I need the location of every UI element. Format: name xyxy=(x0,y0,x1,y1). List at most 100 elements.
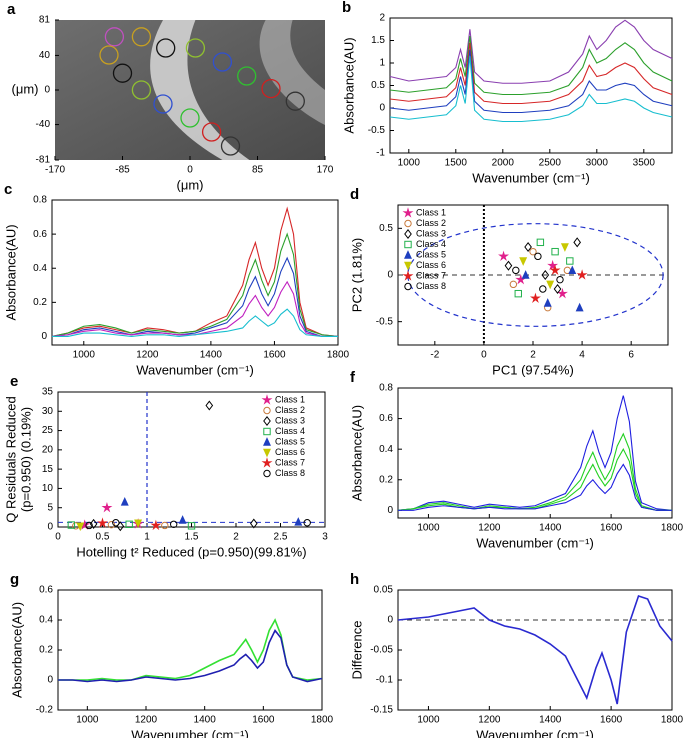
point xyxy=(560,243,569,252)
legend-label: Class 1 xyxy=(416,207,446,217)
y-tick-label: 0.5 xyxy=(379,223,393,234)
point xyxy=(551,247,559,256)
y-tick-label: 30 xyxy=(42,406,54,417)
point xyxy=(573,237,582,248)
y-tick-label: 0 xyxy=(387,615,393,626)
x-tick-label: 1200 xyxy=(135,715,158,726)
panel-letter: a xyxy=(7,1,16,18)
plot-frame xyxy=(397,387,673,519)
x-tick-label: 1000 xyxy=(76,715,99,726)
x-tick-label: 0 xyxy=(55,532,61,543)
point xyxy=(97,517,108,528)
point xyxy=(529,247,537,256)
legend-marker xyxy=(261,457,273,468)
spectrum-line xyxy=(51,206,339,338)
legend-marker xyxy=(263,469,271,478)
x-tick-label: 1200 xyxy=(136,350,159,361)
y-axis-label: Difference xyxy=(349,620,364,679)
y-tick-label: 0.4 xyxy=(33,263,47,274)
y-axis-label: PC2 (1.81%) xyxy=(349,238,364,312)
plot-frame xyxy=(389,17,673,154)
x-tick-label: 2 xyxy=(233,532,239,543)
y-tick-label: 0.6 xyxy=(379,413,393,424)
x-tick-label: 170 xyxy=(317,165,334,176)
legend-label: Class 4 xyxy=(416,239,446,249)
legend-label: Class 6 xyxy=(275,447,305,457)
y-tick-label: 0.05 xyxy=(374,585,394,596)
spectrum-line xyxy=(58,618,323,681)
roi-circle xyxy=(180,108,200,128)
point xyxy=(549,264,561,275)
point xyxy=(170,520,178,528)
legend-marker xyxy=(404,228,412,240)
x-tick-label: 1800 xyxy=(661,715,684,726)
y-tick-label: -0.05 xyxy=(370,645,393,656)
x-axis-label: Wavenumber (cm⁻¹) xyxy=(476,727,594,738)
y-tick-label: 0 xyxy=(387,505,393,516)
x-axis-label: Wavenumber (cm⁻¹) xyxy=(472,170,590,185)
point xyxy=(187,522,196,530)
y-tick-label: 0.2 xyxy=(33,297,47,308)
y-tick-label: -0.1 xyxy=(376,675,394,686)
panel-letter: g xyxy=(10,571,19,588)
y-tick-label: 25 xyxy=(42,425,54,436)
roi-circle xyxy=(131,80,152,100)
point xyxy=(85,521,93,530)
y-tick-label: 0 xyxy=(379,103,385,114)
spectrum-line xyxy=(58,629,323,683)
x-tick-label: 1600 xyxy=(600,715,623,726)
y-tick-label: 0.5 xyxy=(371,80,385,91)
y-tick-label: -0.15 xyxy=(370,705,393,716)
x-tick-label: 3500 xyxy=(633,158,656,169)
x-tick-label: 1000 xyxy=(417,523,440,534)
point xyxy=(575,302,584,312)
plot-frame xyxy=(51,199,339,346)
y-tick-label: 81 xyxy=(39,15,51,26)
x-tick-label: -85 xyxy=(115,165,130,176)
legend-marker xyxy=(404,240,412,249)
y-axis-label: (p=0.950) (0.19%) xyxy=(18,407,33,512)
y-tick-label: 0 xyxy=(47,522,53,533)
x-tick-label: 0 xyxy=(481,350,487,361)
roi-circle xyxy=(153,94,173,114)
spectrum-line xyxy=(389,19,673,84)
point xyxy=(178,515,187,524)
x-tick-label: 3000 xyxy=(586,158,609,169)
y-tick-label: 15 xyxy=(42,464,54,475)
roi-circle xyxy=(131,27,152,47)
panel-letter: h xyxy=(350,571,359,588)
x-tick-label: 1400 xyxy=(539,715,562,726)
panel-letter: f xyxy=(350,369,356,386)
point xyxy=(125,520,133,528)
point xyxy=(576,269,588,280)
y-axis-label: Q Residuals Reduced xyxy=(3,396,18,522)
point xyxy=(543,298,552,307)
legend-label: Class 2 xyxy=(416,218,446,228)
y-tick-label: 1.5 xyxy=(371,35,385,46)
x-tick-label: 1600 xyxy=(600,523,623,534)
x-tick-label: -170 xyxy=(45,165,65,176)
panel-letter: e xyxy=(10,373,18,390)
point xyxy=(294,517,303,526)
x-tick-label: 85 xyxy=(252,165,264,176)
spectrum-line xyxy=(389,56,673,123)
y-tick-label: 10 xyxy=(42,483,54,494)
legend-marker xyxy=(263,406,271,415)
roi-circle xyxy=(185,38,206,58)
y-tick-label: 0.4 xyxy=(39,615,53,626)
legend-marker xyxy=(261,394,273,405)
spectrum-line xyxy=(397,594,673,705)
legend-label: Class 8 xyxy=(416,281,446,291)
y-tick-label: -0.5 xyxy=(368,125,386,136)
x-tick-label: 1 xyxy=(144,532,150,543)
point xyxy=(509,280,518,289)
point xyxy=(556,287,568,299)
y-tick-label: 0 xyxy=(47,675,53,686)
legend-marker xyxy=(263,427,271,436)
y-tick-label: 40 xyxy=(39,50,51,61)
legend-marker xyxy=(404,250,412,259)
point xyxy=(539,285,547,293)
point xyxy=(541,269,550,281)
point xyxy=(521,270,530,279)
spectrum-line xyxy=(389,42,673,105)
